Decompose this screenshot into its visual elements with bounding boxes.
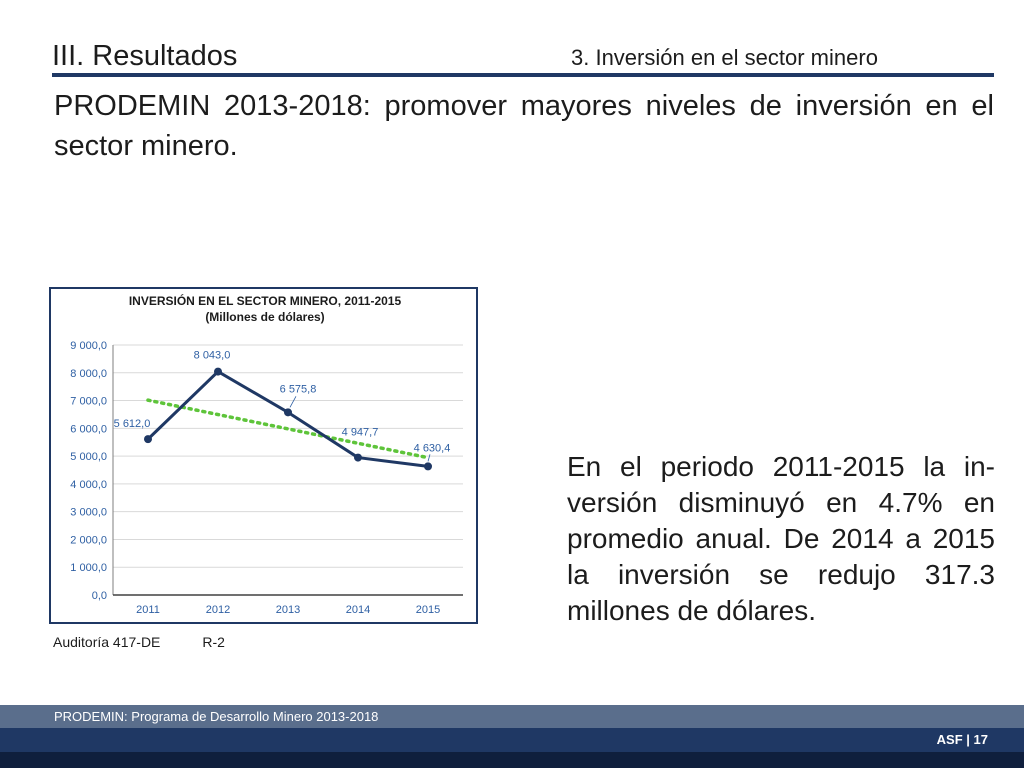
investment-chart: INVERSIÓN EN EL SECTOR MINERO, 2011-2015… — [49, 287, 478, 624]
data-point — [354, 453, 362, 462]
label-layer: 5 612,0 8 043,0 6 575,8 4 947,7 4 630,4 — [114, 350, 451, 462]
y-tick-label: 2 000,0 — [70, 534, 107, 546]
y-tick-label: 4 000,0 — [70, 479, 107, 491]
trend-line — [146, 398, 430, 460]
footer-bar — [0, 728, 1024, 752]
y-tick-label: 5 000,0 — [70, 451, 107, 463]
y-tick-label: 3 000,0 — [70, 507, 107, 519]
axis-layer: 0,0 1 000,0 2 000,0 3 000,0 4 000,0 5 000,0 6 … — [70, 340, 463, 616]
data-label: 5 612,0 — [114, 418, 151, 430]
y-tick-label: 0,0 — [92, 590, 107, 602]
audit-code: R-2 — [202, 634, 225, 650]
data-label: 6 575,8 — [280, 383, 317, 395]
series-layer — [144, 367, 432, 471]
y-tick-label: 7 000,0 — [70, 396, 107, 408]
y-tick-label: 9 000,0 — [70, 340, 107, 352]
data-label: 8 043,0 — [194, 350, 231, 362]
label-leader-line — [289, 396, 297, 408]
x-tick-label: 2013 — [276, 604, 300, 616]
page-number: ASF | 17 — [936, 732, 988, 747]
x-tick-label: 2011 — [136, 604, 160, 616]
header-rule — [52, 73, 994, 77]
footer-bottom-strip — [0, 752, 1024, 768]
data-label: 4 630,4 — [414, 442, 451, 454]
data-point — [424, 462, 432, 471]
x-tick-label: 2014 — [346, 604, 370, 616]
y-tick-label: 1 000,0 — [70, 562, 107, 574]
section-title: III. Resultados — [52, 40, 238, 72]
x-tick-label: 2015 — [416, 604, 440, 616]
label-leader-line — [427, 454, 431, 462]
y-tick-label: 6 000,0 — [70, 423, 107, 435]
grid-layer — [113, 344, 463, 568]
audit-label: Auditoría 417-DE — [53, 634, 161, 650]
data-point — [284, 408, 292, 417]
chart-svg: INVERSIÓN EN EL SECTOR MINERO, 2011-2015… — [70, 293, 463, 616]
topic-title: 3. Inversión en el sector minero — [571, 45, 878, 70]
footer-note: PRODEMIN: Programa de Desarrollo Minero … — [54, 709, 379, 724]
footer-band — [0, 705, 1024, 728]
chart-title: INVERSIÓN EN EL SECTOR MINERO, 2011-2015 — [129, 293, 402, 308]
chart-subtitle: (Millones de dólares) — [205, 310, 324, 324]
summary-text: En el periodo 2011-2015 la in-versión di… — [567, 451, 995, 626]
y-tick-label: 8 000,0 — [70, 368, 107, 380]
data-point — [214, 367, 222, 376]
x-tick-label: 2012 — [206, 604, 230, 616]
slide-subtitle: PRODEMIN 2013-2018: promover mayores niv… — [54, 90, 994, 162]
chart-caption: Auditoría 417-DE R-2 — [53, 634, 225, 650]
data-label: 4 947,7 — [342, 427, 379, 439]
data-point — [144, 435, 152, 444]
trend-layer — [146, 398, 430, 460]
